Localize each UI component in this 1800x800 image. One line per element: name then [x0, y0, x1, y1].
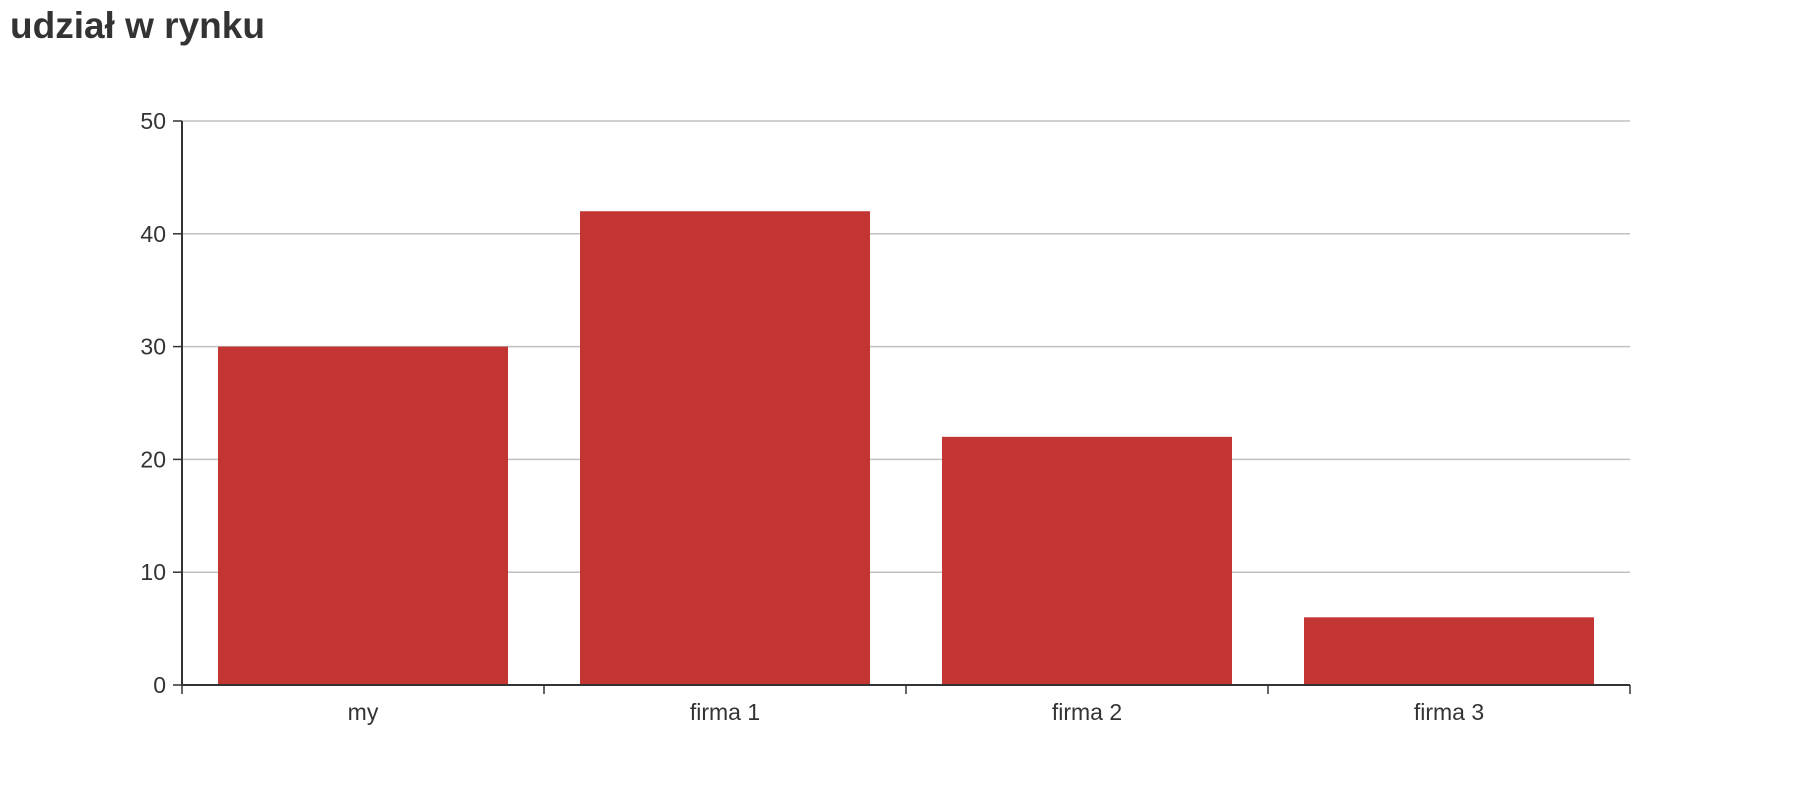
x-tick-label: firma 1: [690, 699, 760, 725]
x-tick-label: firma 2: [1052, 699, 1122, 725]
y-tick-label: 40: [140, 221, 166, 247]
x-tick-label: my: [348, 699, 379, 725]
y-tick-label: 20: [140, 446, 166, 472]
bars: [218, 211, 1594, 686]
bar-firma-2: [942, 436, 1232, 685]
chart-title: udział w rynku: [10, 5, 265, 46]
axes: 0 10 20 30 40 50 my firma 1 firma 2 firma 3: [140, 108, 1631, 725]
y-tick-label: 30: [140, 334, 166, 360]
bar-firma-1: [580, 211, 870, 686]
y-tick-label: 0: [153, 672, 166, 698]
x-tick-label: firma 3: [1414, 699, 1484, 725]
bar-firma-3: [1304, 617, 1594, 685]
y-tick-label: 50: [140, 108, 166, 134]
bar-my: [218, 346, 508, 685]
y-tick-label: 10: [140, 559, 166, 585]
